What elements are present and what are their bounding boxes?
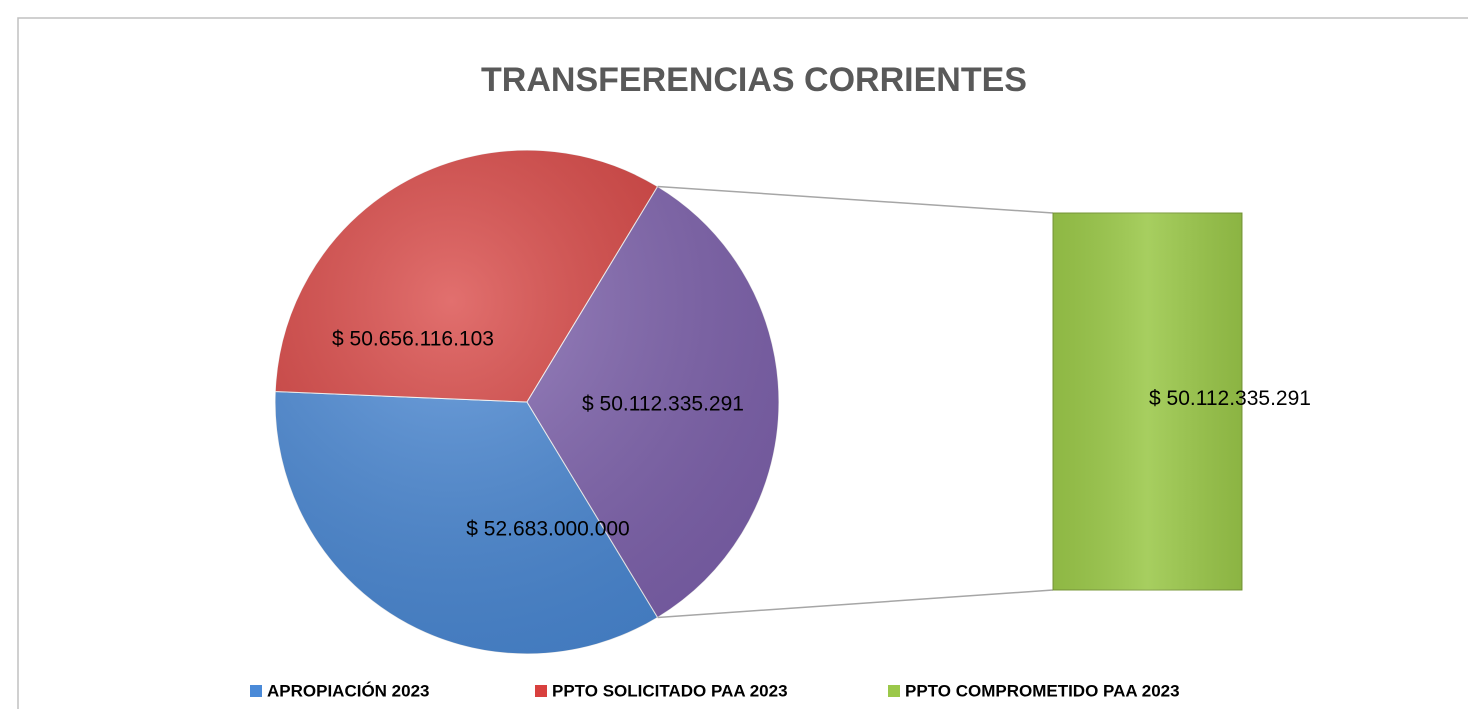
legend-swatch [250,685,262,697]
legend-swatch [535,685,547,697]
data-label: $ 50.112.335.291 [1149,387,1311,410]
data-label: $ 50.656.116.103 [332,328,494,351]
legend-label: APROPIACIÓN 2023 [267,681,430,700]
connector-line [657,589,1054,619]
data-label: $ 52.683.000.000 [466,518,630,541]
legend-label: PPTO COMPROMETIDO PAA 2023 [905,681,1180,700]
chart-title: TRANSFERENCIAS CORRIENTES [481,61,1027,99]
bar-shading [1053,213,1242,590]
connector-line [657,185,1054,214]
legend-label: PPTO SOLICITADO PAA 2023 [552,681,788,700]
legend-swatch [888,685,900,697]
data-label: $ 50.112.335.291 [582,393,744,416]
